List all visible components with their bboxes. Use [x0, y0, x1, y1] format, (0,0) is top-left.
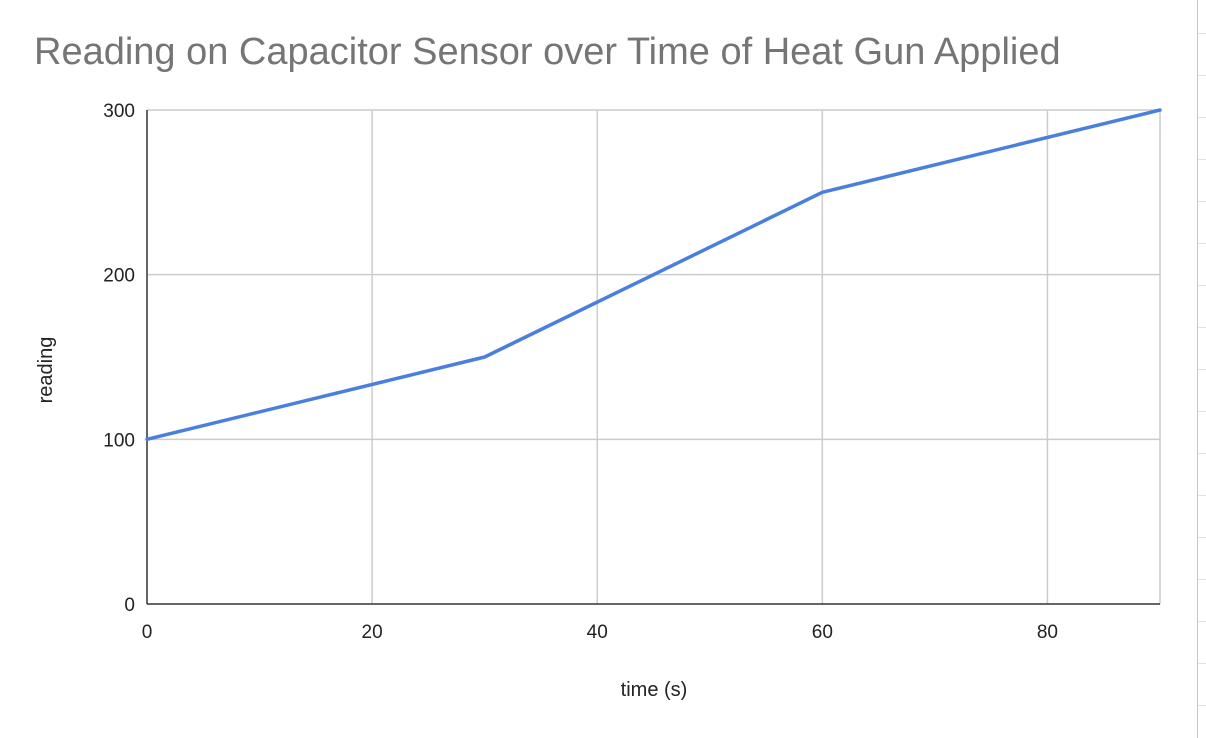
sheet-row-divider: [1198, 537, 1206, 538]
sheet-row-divider: [1198, 579, 1206, 580]
sheet-row-divider: [1198, 159, 1206, 160]
sheet-row-divider: [1198, 285, 1206, 286]
series-layer: [145, 108, 1162, 442]
x-tick-label: 0: [142, 622, 153, 643]
grid: [147, 109, 1161, 604]
sheet-row-divider: [1198, 495, 1206, 496]
x-tick-label: 20: [362, 622, 383, 643]
sheet-row-divider: [1198, 33, 1206, 34]
y-tick-label: 0: [124, 595, 135, 616]
y-tick-label: 100: [103, 430, 135, 451]
sheet-row-divider: [1198, 705, 1206, 706]
x-tick-label: 80: [1037, 622, 1058, 643]
x-axis-label: time (s): [621, 679, 688, 701]
sheet-row-divider: [1198, 453, 1206, 454]
tick-labels: 0 20 40 60 80 0 100 200 300: [103, 101, 1058, 643]
sheet-row-divider: [1198, 75, 1206, 76]
sheet-row-divider: [1198, 663, 1206, 664]
x-tick-label: 60: [812, 622, 833, 643]
x-tick-label: 40: [587, 622, 608, 643]
sheet-row-divider: [1198, 327, 1206, 328]
y-tick-label: 200: [103, 266, 135, 287]
sheet-row-divider: [1198, 369, 1206, 370]
sheet-row-divider: [1198, 117, 1206, 118]
chart-title: Reading on Capacitor Sensor over Time of…: [34, 31, 1061, 73]
sheet-row-divider: [1198, 411, 1206, 412]
y-tick-label: 300: [103, 101, 135, 122]
axes: [146, 110, 1160, 605]
sheet-row-divider: [1198, 243, 1206, 244]
adjacent-sheet-edge: [1197, 0, 1206, 738]
y-axis-label: reading: [35, 337, 57, 404]
sheet-row-divider: [1198, 201, 1206, 202]
series-line: [145, 108, 1162, 442]
sheet-row-divider: [1198, 621, 1206, 622]
